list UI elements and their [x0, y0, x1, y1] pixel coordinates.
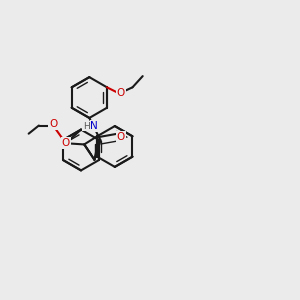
Text: O: O [62, 138, 70, 148]
Text: O: O [117, 132, 125, 142]
Text: H: H [83, 122, 90, 130]
Text: O: O [49, 119, 57, 129]
Text: N: N [90, 121, 98, 131]
Text: O: O [117, 88, 125, 98]
